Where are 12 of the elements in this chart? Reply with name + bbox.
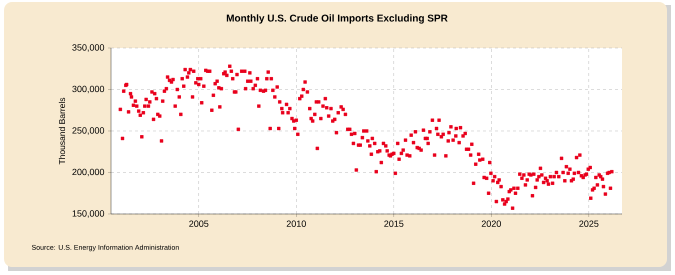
y-tick-label: 200,000 bbox=[72, 168, 104, 176]
x-tick-label: 2025 bbox=[579, 220, 598, 227]
y-tick-label: 350,000 bbox=[72, 44, 104, 52]
y-axis-title: Thousand Barrels bbox=[58, 98, 66, 164]
x-tick-label: 2005 bbox=[189, 220, 208, 227]
x-tick-label: 2010 bbox=[286, 220, 306, 227]
chart-title: Monthly U.S. Crude Oil Imports Excluding SPR bbox=[226, 14, 448, 24]
y-tick-label: 250,000 bbox=[72, 127, 104, 135]
x-tick-label: 2020 bbox=[482, 220, 501, 227]
x-tick-label: 2015 bbox=[384, 220, 404, 227]
y-tick-label: 300,000 bbox=[72, 86, 104, 94]
y-tick-label: 150,000 bbox=[72, 210, 104, 218]
